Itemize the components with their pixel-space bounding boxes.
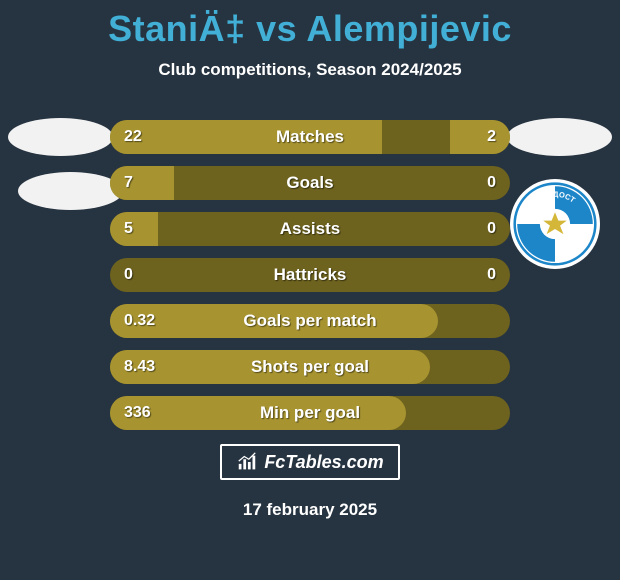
stat-label: Hattricks xyxy=(110,258,510,292)
snapshot-date: 17 february 2025 xyxy=(0,500,620,520)
stat-row-min-per-goal: 336Min per goal xyxy=(110,396,510,430)
comparison-subtitle: Club competitions, Season 2024/2025 xyxy=(0,60,620,80)
club-crest-icon: МЛАДОСТ xyxy=(513,182,597,266)
stat-row-assists: 50Assists xyxy=(110,212,510,246)
player1-badge-placeholder-2 xyxy=(18,172,123,210)
stat-label: Goals xyxy=(110,166,510,200)
stat-label: Min per goal xyxy=(110,396,510,430)
stat-row-goals: 70Goals xyxy=(110,166,510,200)
site-watermark: FcTables.com xyxy=(220,444,400,480)
stat-label: Matches xyxy=(110,120,510,154)
chart-icon xyxy=(236,451,258,473)
player1-badge-placeholder-1 xyxy=(8,118,113,156)
stat-row-shots-per-goal: 8.43Shots per goal xyxy=(110,350,510,384)
stat-row-goals-per-match: 0.32Goals per match xyxy=(110,304,510,338)
stat-row-hattricks: 00Hattricks xyxy=(110,258,510,292)
stat-label: Assists xyxy=(110,212,510,246)
comparison-title: StaniÄ‡ vs Alempijevic xyxy=(0,0,620,50)
player2-badge-placeholder xyxy=(507,118,612,156)
site-name: FcTables.com xyxy=(264,452,383,473)
player2-club-badge: МЛАДОСТ xyxy=(510,179,600,269)
stat-label: Shots per goal xyxy=(110,350,510,384)
comparison-bars: 222Matches 70Goals 50Assists 00Hattricks 0.3… xyxy=(110,120,510,442)
stat-label: Goals per match xyxy=(110,304,510,338)
stat-row-matches: 222Matches xyxy=(110,120,510,154)
